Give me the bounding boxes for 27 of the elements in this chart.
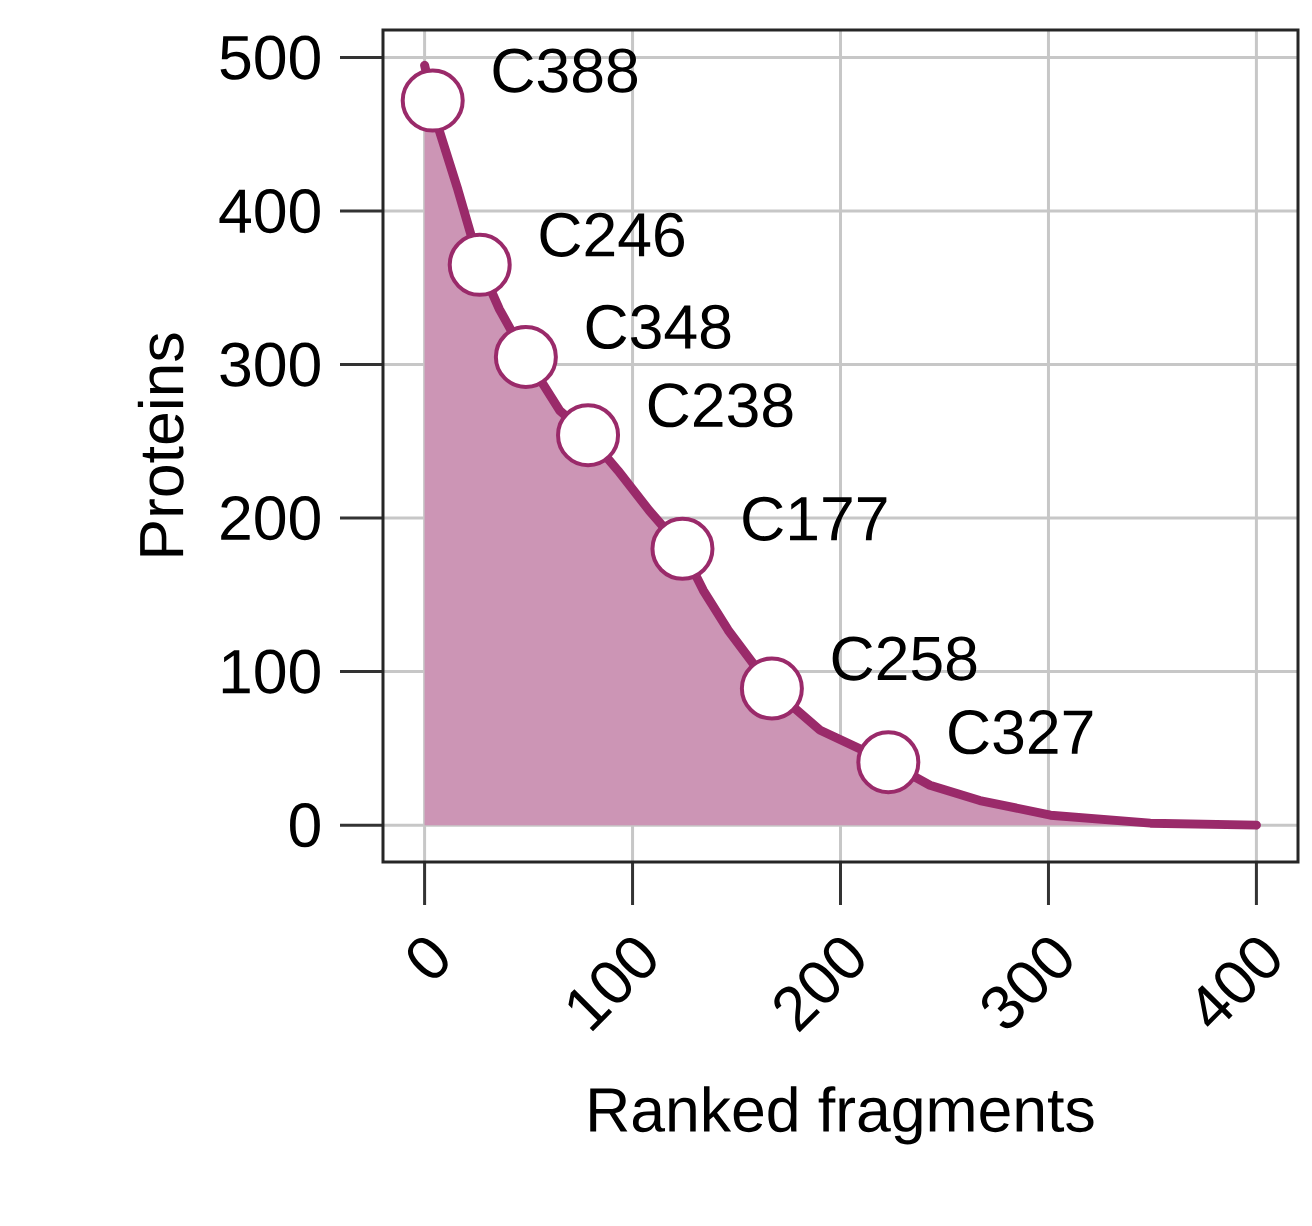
x-tick-label: 200: [774, 938, 864, 1033]
x-tick-label: 0: [407, 937, 448, 978]
y-tick-label: 500: [220, 35, 320, 80]
point: [739, 656, 804, 721]
point: [556, 403, 621, 468]
point: [400, 68, 465, 133]
y-tick-label: 400: [219, 189, 320, 234]
y-tick-label: 100: [222, 649, 320, 694]
annotation: C238: [648, 383, 793, 428]
x-tick-label: 100: [568, 938, 656, 1032]
annotation: C246: [540, 212, 684, 257]
y-tick-label: 200: [221, 496, 320, 541]
x-axis-title: Ranked fragments: [590, 1086, 1094, 1145]
annotation: C177: [743, 496, 887, 541]
y-axis-title: Proteins: [137, 333, 184, 556]
annotation: C388: [493, 48, 638, 93]
point: [447, 232, 512, 297]
annotation: C348: [586, 304, 731, 350]
x-tick-label: 300: [982, 938, 1072, 1029]
x-tick-label: 400: [1198, 938, 1280, 1027]
point: [493, 324, 558, 389]
annotation: C327: [949, 710, 1093, 755]
y-tick-label: 300: [220, 342, 320, 387]
y-tick-label: 0: [290, 803, 320, 848]
point: [856, 730, 921, 795]
point: [650, 516, 715, 581]
annotation: C258: [832, 636, 977, 681]
